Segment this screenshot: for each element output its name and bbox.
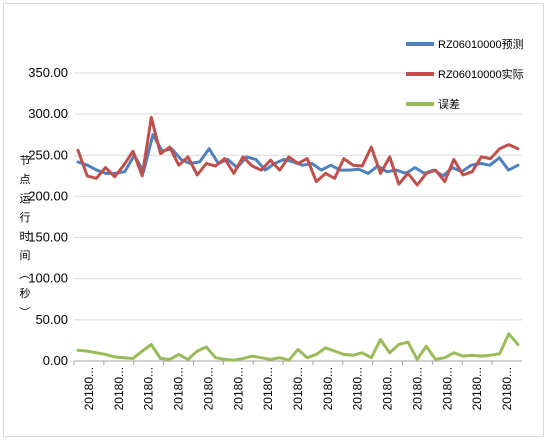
- x-tick-label: 20180...: [201, 367, 215, 410]
- line-chart: 0.00 50.00 100.00 150.00 200.00 250.00 300.00 3…: [18, 38, 524, 410]
- x-tick-label: 20180...: [321, 367, 335, 410]
- x-tick-label: 20180...: [351, 367, 365, 410]
- y-tick-label: 350.00: [28, 65, 68, 80]
- y-tick-label: 0.00: [43, 353, 68, 368]
- x-tick-label: 20180...: [410, 367, 424, 410]
- x-tick-label: 20180...: [231, 367, 245, 410]
- x-tick-label: 20180...: [291, 367, 305, 410]
- chart-frame: 0.00 50.00 100.00 150.00 200.00 250.00 300.00 3…: [3, 3, 544, 437]
- y-axis-label-char: 行: [20, 211, 31, 224]
- y-axis-label-char: 节: [20, 154, 31, 167]
- x-axis-tick-labels: 20180... 20180... 20180... 20180... 20180...…: [82, 367, 514, 410]
- series-lines: [76, 115, 520, 362]
- x-tick-label: 20180...: [142, 367, 156, 410]
- axes: [73, 360, 522, 365]
- x-tick-label: 20180...: [172, 367, 186, 410]
- y-axis-label-char: 点: [20, 173, 31, 186]
- series-line-3: [76, 332, 520, 362]
- y-axis-label-char: （: [18, 269, 31, 280]
- x-tick-label: 20180...: [500, 367, 514, 410]
- x-tick-label: 20180...: [470, 367, 484, 410]
- y-axis-tick-labels: 0.00 50.00 100.00 150.00 200.00 250.00 300.00 3…: [28, 65, 68, 368]
- x-tick-label: 20180...: [82, 367, 96, 410]
- legend-label: 误差: [438, 97, 460, 111]
- y-tick-label: 200.00: [28, 188, 68, 203]
- legend-label: RZ06010000实际: [438, 67, 524, 81]
- x-tick-label: 20180...: [381, 367, 395, 410]
- series-line-2: [76, 115, 520, 187]
- y-tick-label: 250.00: [28, 147, 68, 162]
- x-tick-label: 20180...: [112, 367, 126, 410]
- y-tick-label: 50.00: [35, 312, 68, 327]
- legend-label: RZ06010000预测: [438, 38, 524, 51]
- x-tick-label: 20180...: [440, 367, 454, 410]
- y-axis-label-char: ）: [18, 307, 31, 318]
- y-axis-label-char: 间: [20, 249, 31, 262]
- y-axis-label-char: 秒: [20, 286, 31, 300]
- y-axis-label-char: 运: [20, 192, 31, 205]
- y-tick-label: 300.00: [28, 106, 68, 121]
- y-tick-label: 150.00: [28, 230, 68, 245]
- y-axis-label-char: 时: [20, 230, 31, 243]
- y-tick-label: 100.00: [28, 271, 68, 286]
- x-tick-label: 20180...: [261, 367, 275, 410]
